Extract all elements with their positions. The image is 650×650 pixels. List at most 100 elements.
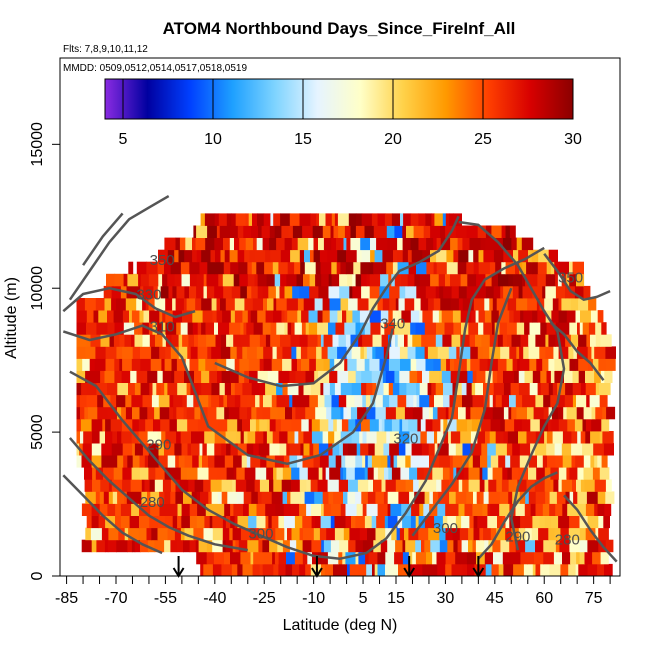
heatmap-cell (203, 285, 208, 299)
heatmap-cell (148, 273, 159, 287)
heatmap-cell (384, 467, 389, 480)
heatmap-cell (413, 479, 420, 492)
heatmap-cell (442, 467, 451, 480)
heatmap-cell (303, 431, 313, 444)
heatmap-cell (205, 358, 214, 371)
heatmap-cell (462, 237, 471, 251)
heatmap-cell (145, 298, 150, 311)
heatmap-cell (169, 406, 174, 420)
heatmap-cell (95, 491, 101, 504)
heatmap-cell (266, 467, 274, 480)
heatmap-cell (489, 346, 501, 359)
heatmap-cell (423, 503, 430, 516)
heatmap-cell (544, 431, 548, 444)
heatmap-cell (203, 527, 214, 541)
heatmap-cell (76, 310, 88, 323)
heatmap-cell (483, 491, 490, 504)
heatmap-cell (418, 455, 430, 468)
heatmap-cell (76, 406, 81, 420)
heatmap-cell (170, 539, 178, 553)
heatmap-cell (380, 455, 388, 468)
heatmap-cell (233, 273, 240, 287)
heatmap-cell (485, 225, 492, 238)
heatmap-cell (344, 358, 348, 371)
heatmap-cell (229, 527, 234, 541)
heatmap-cell (504, 418, 515, 432)
heatmap-cell (420, 431, 428, 444)
heatmap-cell (528, 346, 540, 359)
x-tick-label: -70 (104, 590, 127, 607)
heatmap-cell (305, 406, 316, 420)
heatmap-cell (180, 431, 192, 444)
heatmap-cell (477, 346, 484, 359)
heatmap-cell (239, 358, 250, 371)
heatmap-cell (206, 273, 216, 287)
colorbar-tick-label: 30 (564, 131, 582, 148)
heatmap-cell (437, 503, 446, 516)
heatmap-cell (537, 273, 547, 287)
heatmap-cell (259, 394, 264, 408)
heatmap-cell (323, 382, 331, 396)
heatmap-cell (505, 261, 516, 275)
heatmap-cell (102, 418, 106, 432)
heatmap-cell (480, 455, 488, 468)
heatmap-cell (426, 431, 435, 444)
plot-frame (59, 57, 621, 577)
heatmap-cell (445, 213, 450, 226)
heatmap-cell (229, 237, 235, 251)
heatmap-cell (184, 285, 190, 299)
heatmap-cell (409, 491, 415, 504)
heatmap-cell (511, 334, 522, 347)
heatmap-cell (219, 394, 224, 408)
heatmap-cell (191, 491, 198, 504)
y-tick-label: 15000 (29, 122, 46, 167)
heatmap-cell (262, 237, 270, 251)
heatmap-cell (242, 310, 249, 323)
heatmap-cell (266, 273, 276, 287)
heatmap-cell (196, 249, 202, 263)
contour-label: 350 (150, 252, 175, 269)
heatmap-cell (436, 479, 442, 492)
heatmap-cell (394, 225, 403, 238)
heatmap-cell (160, 285, 170, 299)
heatmap-cell (299, 479, 307, 492)
heatmap-cell (84, 467, 93, 480)
heatmap-cell (99, 503, 109, 516)
heatmap-cell (432, 310, 440, 323)
heatmap-cell (190, 346, 199, 359)
heatmap-cell (439, 455, 451, 468)
heatmap-cell (437, 346, 450, 359)
heatmap-cell (484, 310, 492, 323)
contour-line (69, 246, 545, 560)
heatmap-cell (119, 358, 123, 371)
heatmap-cell (169, 418, 178, 432)
heatmap-cell (226, 358, 236, 371)
heatmap-cell (434, 213, 444, 226)
heatmap-cell (522, 261, 527, 275)
heatmap-cell (345, 334, 352, 347)
heatmap-cell (197, 346, 208, 359)
heatmap-cell (590, 334, 597, 347)
heatmap-cell (240, 527, 251, 541)
heatmap-cell (272, 431, 280, 444)
heatmap-cell (178, 334, 183, 347)
heatmap-cell (92, 467, 97, 480)
heatmap-cell (385, 406, 397, 420)
heatmap-cell (597, 455, 603, 468)
heatmap-cell (240, 551, 252, 565)
heatmap-cell (95, 346, 107, 359)
heatmap-cell (159, 346, 166, 359)
heatmap-cell (404, 334, 409, 347)
x-tick-label: 75 (585, 590, 603, 607)
heatmap-cell (385, 479, 397, 492)
heatmap-cell (372, 382, 377, 396)
heatmap-cell (101, 527, 109, 541)
heatmap-cell (273, 563, 279, 576)
heatmap-cell (355, 273, 362, 287)
heatmap-cell (181, 273, 191, 287)
heatmap-cell (460, 310, 472, 323)
heatmap-cell (76, 455, 83, 468)
heatmap-cell (510, 382, 520, 396)
heatmap-cell (452, 455, 463, 468)
heatmap-cell (234, 237, 240, 251)
